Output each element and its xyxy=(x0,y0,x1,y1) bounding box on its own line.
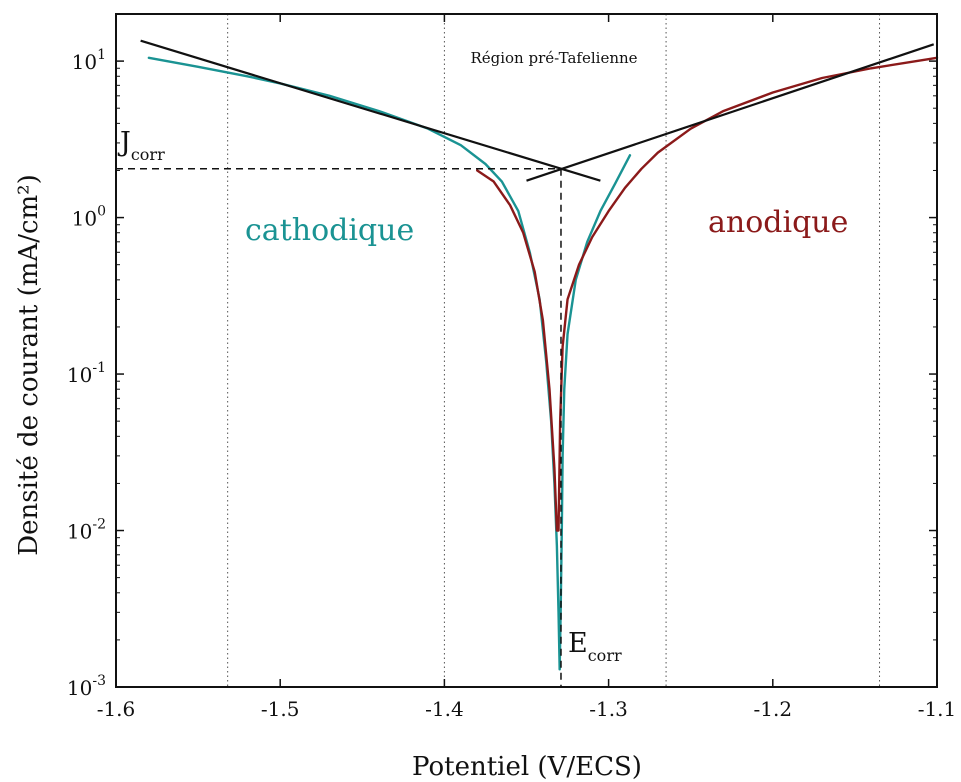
y-axis-title: Densité de courant (mA/cm²) xyxy=(14,174,44,556)
y-tick-label: 10-2 xyxy=(67,517,106,544)
tafel-line xyxy=(140,39,601,182)
region-label: Région pré-Tafelienne xyxy=(470,49,637,67)
plot-area xyxy=(116,14,939,687)
jcorr-subscript: corr xyxy=(131,145,165,164)
cathodic-label: cathodique xyxy=(245,213,414,248)
anodic-label: anodique xyxy=(708,205,848,240)
x-tick-label: -1.6 xyxy=(97,697,136,721)
x-tick-label: -1.5 xyxy=(261,697,300,721)
x-tick-label: -1.2 xyxy=(754,697,793,721)
y-tick-label: 101 xyxy=(72,47,106,74)
y-tick-label: 10-1 xyxy=(67,360,106,387)
x-tick-label: -1.4 xyxy=(425,697,464,721)
x-tick-label: -1.3 xyxy=(589,697,628,721)
axes: -1.6 -1.5 -1.4 -1.3 -1.2 -1.1 10-3 10-2 10-1 100 1… xyxy=(67,13,957,721)
polarization-curve xyxy=(476,56,939,532)
ecorr-subscript: corr xyxy=(588,646,622,665)
tafel-line xyxy=(526,43,935,182)
x-axis-title: Potentiel (V/ECS) xyxy=(412,752,642,782)
y-tick-label: 10-3 xyxy=(67,673,106,700)
jcorr-label: Jcorr xyxy=(117,127,165,164)
x-tick-label: -1.1 xyxy=(918,697,957,721)
plot-frame xyxy=(115,13,938,688)
ecorr-label: Ecorr xyxy=(568,628,622,665)
y-tick-label: 100 xyxy=(72,204,106,231)
